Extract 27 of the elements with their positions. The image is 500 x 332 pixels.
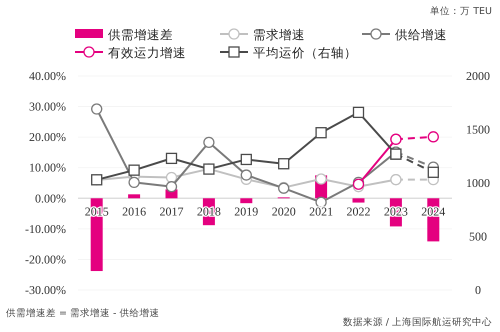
y-tick-label: 20.00% [29, 130, 66, 144]
legend-label: 平均运价（右轴） [253, 45, 357, 60]
x-tick-label: 2017 [160, 204, 184, 218]
y-tick-label: -30.00% [25, 283, 66, 297]
text: 供需增速差 = 需求增速 - 供给增速 [6, 307, 160, 319]
x-tick-label: 2019 [234, 204, 258, 218]
y-tick-label: 10.00% [29, 160, 66, 175]
x-tick-label: 2021 [309, 204, 334, 218]
y-tick-label: -20.00% [25, 252, 66, 266]
x-tick-label: 2020 [272, 204, 296, 218]
y2-tick-label: 1000 [466, 176, 490, 190]
x-tick-label: 2016 [122, 204, 146, 218]
legend-label: 有效运力增速 [108, 45, 186, 60]
legend-label: 供需增速差 [108, 27, 173, 42]
y2-tick-label: 2000 [466, 69, 490, 83]
y2-tick-label: 500 [469, 230, 487, 244]
y-tick-label: 30.00% [29, 100, 66, 114]
y-tick-label: 40.00% [29, 69, 66, 83]
y-tick-label: 0.00% [35, 191, 66, 206]
x-tick-label: 2022 [346, 204, 370, 218]
y2-tick-label: 1500 [466, 122, 490, 136]
y-tick-label: -10.00% [25, 222, 66, 236]
legend-label: 供给增速 [395, 27, 447, 42]
source-note: 数据来源 / 上海国际航运研究中心 [342, 316, 492, 328]
text: 单位：万 TEU [430, 5, 492, 17]
y2-tick-label: 0 [475, 283, 481, 297]
legend-label: 需求增速 [253, 27, 305, 42]
